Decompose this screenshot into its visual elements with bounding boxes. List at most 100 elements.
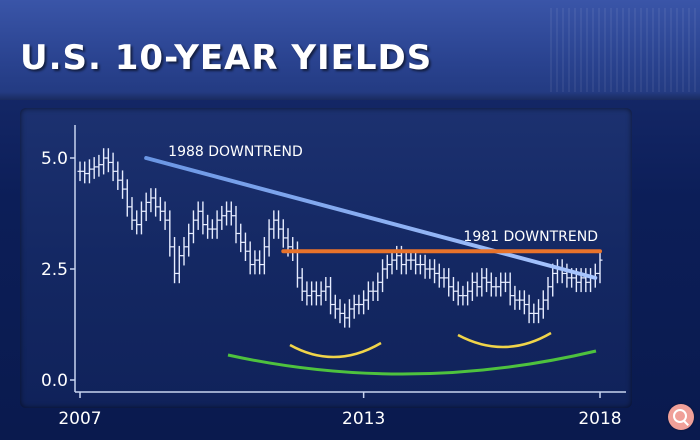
- chart-panel: [20, 108, 632, 408]
- price-bar: [323, 276, 329, 301]
- price-bar: [190, 210, 196, 244]
- price-bar: [224, 201, 230, 226]
- price-bar: [120, 170, 126, 199]
- title-bar: U.S. 10-YEAR YIELDS: [0, 0, 700, 100]
- price-bar: [186, 223, 192, 257]
- price-bar: [403, 250, 409, 275]
- price-bar: [474, 272, 480, 297]
- price-bar: [219, 205, 225, 230]
- price-bar: [332, 294, 338, 319]
- title-bar-stripes: [550, 8, 700, 92]
- price-bar: [105, 148, 111, 173]
- annotation-1981-downtrend: 1981 DOWNTREND: [463, 229, 598, 245]
- price-bar: [384, 254, 390, 279]
- price-bar: [167, 210, 173, 257]
- price-bar: [365, 281, 371, 310]
- price-bar: [115, 161, 121, 190]
- price-bar: [531, 303, 537, 324]
- price-bar: [512, 285, 518, 310]
- price-bar: [294, 241, 300, 288]
- price-bar: [517, 290, 523, 310]
- price-bar: [271, 210, 277, 239]
- price-bar: [427, 259, 433, 279]
- price-bar: [479, 268, 485, 297]
- price-bar: [101, 148, 107, 175]
- price-bar: [304, 281, 310, 306]
- price-bar: [441, 268, 447, 288]
- price-bar: [209, 219, 215, 239]
- price-bar: [276, 210, 282, 239]
- price-bar: [252, 250, 258, 275]
- zoom-icon[interactable]: [668, 404, 694, 430]
- price-bar: [375, 272, 381, 301]
- price-bar: [550, 263, 556, 297]
- price-bar: [247, 241, 253, 275]
- price-bar: [176, 245, 182, 284]
- price-bar: [318, 281, 324, 306]
- price-bar: [313, 281, 319, 306]
- price-bar: [469, 272, 475, 301]
- price-bar: [507, 272, 513, 306]
- price-bar: [138, 201, 144, 235]
- price-bar: [214, 210, 220, 239]
- price-bar: [309, 281, 315, 306]
- price-bar: [233, 205, 239, 244]
- price-bar: [465, 281, 471, 306]
- price-bar: [370, 281, 376, 301]
- price-bar: [162, 201, 168, 230]
- price-bar: [488, 272, 494, 297]
- price-bar: [337, 299, 343, 324]
- price-bar: [436, 263, 442, 288]
- price-bar: [540, 290, 546, 319]
- price-bar: [172, 237, 178, 284]
- price-bar: [153, 188, 159, 217]
- x-tick-label: 2007: [58, 409, 101, 429]
- price-bar: [124, 179, 130, 217]
- price-bar: [380, 259, 386, 293]
- price-bar: [521, 290, 527, 315]
- price-bar: [361, 290, 367, 315]
- y-tick-label: 2.5: [41, 260, 68, 280]
- price-bar: [266, 219, 272, 257]
- price-bar: [96, 154, 102, 177]
- price-bar: [195, 201, 201, 230]
- price-bar: [342, 303, 348, 328]
- price-bar: [299, 268, 305, 301]
- price-bar: [588, 268, 594, 293]
- price-bar: [280, 219, 286, 248]
- price-bar: [346, 299, 352, 328]
- arc-large-base: [227, 349, 597, 376]
- arc-right-small: [457, 331, 552, 349]
- price-bar: [583, 268, 589, 293]
- price-bar: [564, 263, 570, 288]
- price-bar: [502, 272, 508, 293]
- price-bar: [422, 254, 428, 279]
- price-bar: [91, 157, 97, 179]
- price-bar: [181, 237, 187, 266]
- y-tick-label: 5.0: [41, 149, 68, 169]
- x-tick-label: 2013: [342, 409, 385, 429]
- price-bar: [413, 250, 419, 275]
- price-bar: [205, 214, 211, 239]
- price-bar: [148, 188, 154, 213]
- y-tick-label: 0.0: [41, 371, 68, 391]
- x-tick-label: 2018: [578, 409, 621, 429]
- price-bar: [82, 161, 88, 184]
- price-bar: [498, 272, 504, 297]
- price-bar: [143, 192, 149, 222]
- price-bar: [200, 201, 206, 235]
- price-bar: [493, 276, 499, 297]
- price-bar: [110, 152, 116, 182]
- price-bar: [408, 250, 414, 270]
- price-bar: [389, 250, 395, 275]
- price-bar: [545, 276, 551, 310]
- price-bar: [86, 159, 92, 184]
- arc-left-small: [289, 341, 382, 359]
- price-bar: [460, 285, 466, 306]
- price-bar: [290, 237, 296, 262]
- price-bar: [597, 250, 603, 284]
- price-bar: [257, 250, 263, 275]
- price-bar: [228, 201, 234, 226]
- price-bar: [134, 210, 140, 235]
